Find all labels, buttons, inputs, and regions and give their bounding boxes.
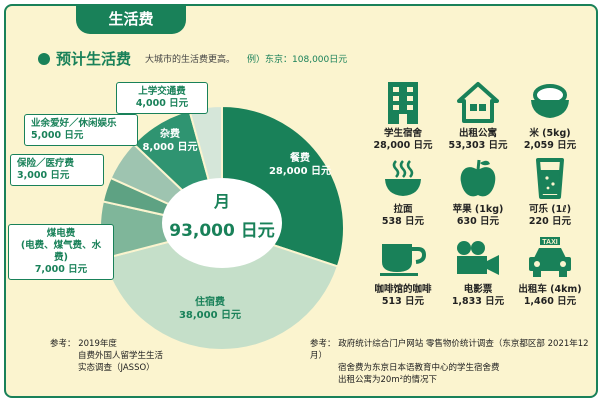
source-note-right: 参考： 政府统计综合门户网站 零售物价统计调查（东京都区部 2021年12月） … [310,338,600,386]
callout-transport: 上学交通费 4,000 日元 [116,82,208,114]
price-value: 630 日元 [456,216,500,227]
building-icon [365,76,441,128]
slice-value: 28,000 日元 [268,166,332,177]
apple-icon [440,152,516,204]
callout-insurance: 保险／医疗费 3,000 日元 [10,154,104,186]
section-title: 预计生活费 [56,50,132,68]
ramen-icon [365,152,441,204]
movie-camera-icon [440,232,516,284]
note-line: 出租公寓为20m²的情况下 [338,375,438,385]
note-line: 自费外国人留学生生活 [78,351,164,361]
slice-label-housing: 住宿费 38,000 日元 [170,296,250,322]
price-name: 米 (5kg) [529,128,571,139]
note-label: 参考： [310,339,336,349]
price-value: 220 日元 [528,216,572,227]
note-line: 实态调查（JASSO） [78,363,155,373]
price-item: 米 (5kg) 2,059 日元 [512,76,588,152]
pie-slice-1 [102,226,340,351]
callout-value: 4,000 日元 [135,98,189,109]
rice-bowl-icon [512,76,588,128]
taxi-sign-text: TAXI [542,239,557,246]
price-value: 28,000 日元 [373,140,433,151]
note-label: 参考： [50,339,76,349]
slice-label-food: 餐费 28,000 日元 [260,152,340,178]
price-name: 可乐 (1ℓ) [528,204,572,215]
price-item: 出租公寓 53,303 日元 [440,76,516,152]
price-item: 可乐 (1ℓ) 220 日元 [512,152,588,228]
callout-value: 7,000 日元 [34,264,88,275]
price-value: 2,059 日元 [523,140,577,151]
price-item: 电影票 1,833 日元 [440,232,516,308]
taxi-icon: TAXI [512,232,588,284]
note-line: 政府统计综合门户网站 零售物价统计调查（东京都区部 2021年12月） [310,339,589,361]
callout-name: 保险／医疗费 [17,158,75,169]
price-value: 1,460 日元 [523,296,577,307]
slice-label-misc: 杂费 8,000 日元 [135,128,205,154]
slice-name: 住宿费 [195,297,225,308]
slice-name: 餐费 [290,153,310,164]
price-item: 拉面 538 日元 [365,152,441,228]
slice-value: 8,000 日元 [142,142,198,153]
center-period: 月 [213,192,230,211]
price-value: 513 日元 [381,296,425,307]
price-item: 咖啡馆的咖啡 513 日元 [365,232,441,308]
callout-value: 3,000 日元 [17,170,70,181]
callout-value: 5,000 日元 [31,130,84,141]
callout-name: 煤电费 [46,228,76,239]
price-name: 苹果 (1kg) [452,204,504,215]
price-name: 咖啡馆的咖啡 [374,284,432,295]
callout-name: 业余爱好／休闲娱乐 [31,118,117,129]
callout-name: 上学交通费 [138,86,186,97]
price-value: 538 日元 [381,216,425,227]
price-item: 苹果 (1kg) 630 日元 [440,152,516,228]
note-line: 宿舍费为东京日本语教育中心的学生宿舍费 [338,363,500,373]
price-name: 出租公寓 [458,128,497,139]
house-icon [440,76,516,128]
section-subtitle: 大城市的生活费更高。 [145,55,236,65]
note-line: 2019年度 [78,339,117,349]
section-example: 例）东京：108,000日元 [247,55,348,65]
bullet-dot-icon [38,52,50,65]
coffee-cup-icon [365,232,441,284]
slice-value: 38,000 日元 [178,310,242,321]
price-name: 出租车 (4km) [518,284,582,295]
section-heading: 预计生活费 大城市的生活费更高。 例）东京：108,000日元 [38,48,347,69]
price-item: 学生宿舍 28,000 日元 [365,76,441,152]
price-name: 电影票 [463,284,493,295]
callout-detail: (电费、煤气费、水费) [20,240,102,263]
center-total: 93,000 日元 [169,221,275,241]
price-value: 53,303 日元 [448,140,508,151]
price-item: TAXI 出租车 (4km) 1,460 日元 [512,232,588,308]
price-name: 拉面 [393,204,413,215]
callout-utilities: 煤电费 (电费、煤气费、水费) 7,000 日元 [8,224,114,280]
price-name: 学生宿舍 [383,128,422,139]
slice-name: 杂费 [160,129,180,140]
price-value: 1,833 日元 [451,296,505,307]
source-note-left: 参考： 2019年度 自费外国人留学生生活 实态调查（JASSO） [50,338,163,374]
cola-icon [512,152,588,204]
callout-hobby: 业余爱好／休闲娱乐 5,000 日元 [24,114,138,146]
panel-tab-title: 生活费 [76,4,186,34]
pie-center-label: 月 93,000 日元 [162,178,282,268]
